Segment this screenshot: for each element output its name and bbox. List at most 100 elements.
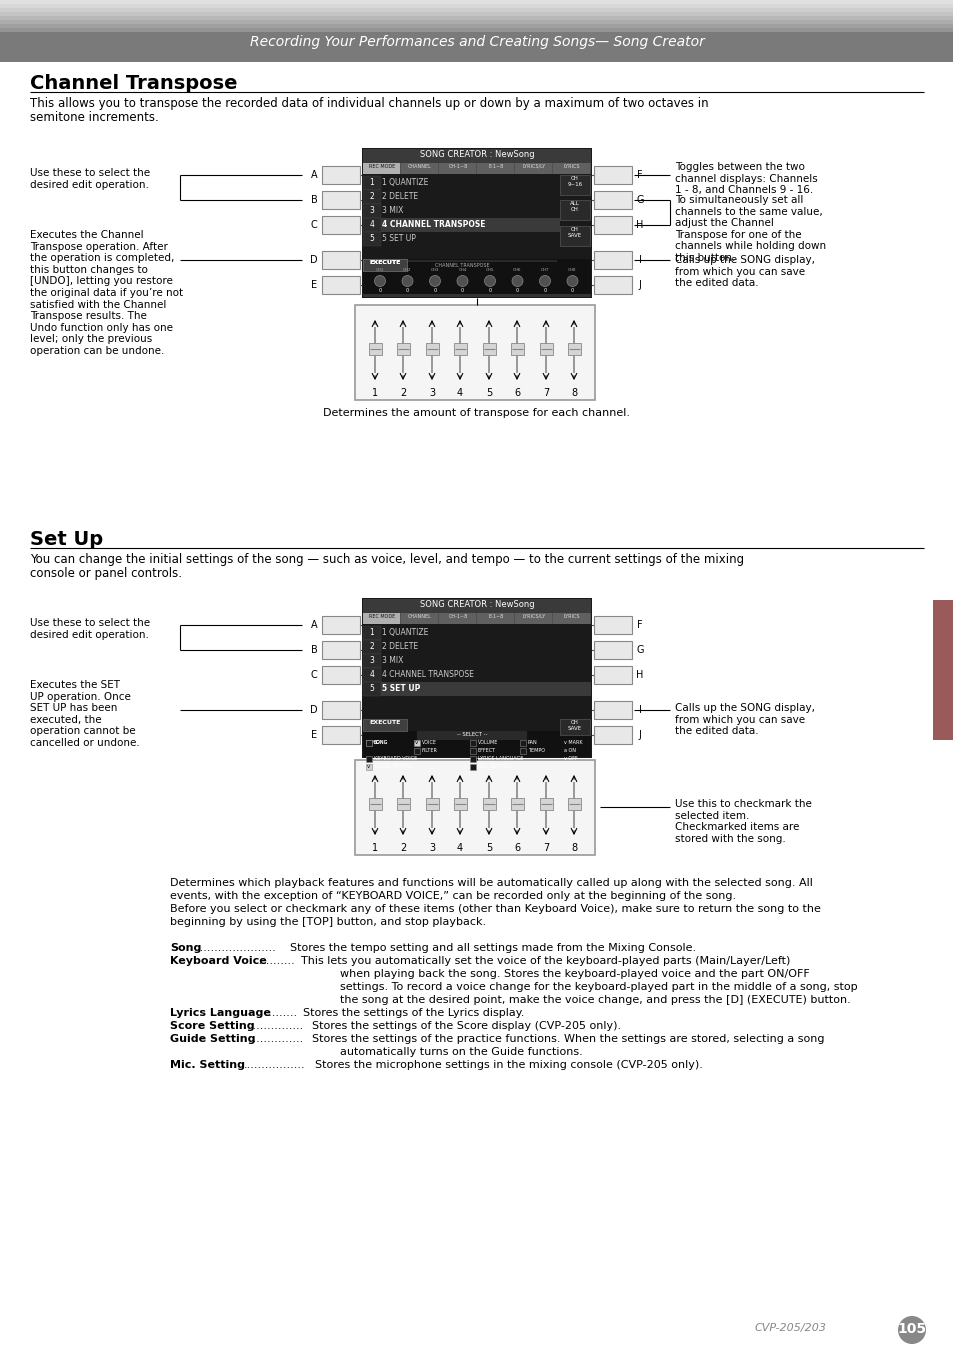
Text: CHANNEL: CHANNEL — [408, 163, 432, 169]
Text: console or panel controls.: console or panel controls. — [30, 567, 182, 580]
Bar — [519, 748, 525, 754]
Text: Stores the settings of the Score display (CVP-205 only).: Stores the settings of the Score display… — [312, 1021, 620, 1031]
Bar — [438, 613, 476, 624]
Text: D: D — [310, 705, 317, 715]
Text: EXECUTE: EXECUTE — [369, 259, 400, 265]
Text: Stores the tempo setting and all settings made from the Mixing Console.: Stores the tempo setting and all setting… — [290, 943, 695, 952]
Bar — [322, 640, 359, 659]
Text: v: v — [367, 765, 370, 770]
Text: 5: 5 — [369, 234, 374, 243]
Text: 2 DELETE: 2 DELETE — [381, 192, 417, 201]
Bar — [594, 701, 631, 719]
Bar — [363, 626, 380, 640]
Bar — [322, 216, 359, 234]
Text: 1: 1 — [369, 628, 374, 638]
Text: 8: 8 — [570, 388, 577, 399]
Text: 3: 3 — [369, 205, 374, 215]
Bar — [0, 12, 953, 16]
Text: LYRICS/LY: LYRICS/LY — [522, 163, 545, 169]
Text: Song: Song — [170, 943, 201, 952]
Bar — [322, 251, 359, 269]
Text: EFFECT: EFFECT — [477, 748, 496, 753]
Text: CHANNEL TRANSPOSE: CHANNEL TRANSPOSE — [435, 263, 489, 267]
Circle shape — [456, 276, 468, 286]
Bar — [366, 765, 372, 770]
Text: Lyrics Language: Lyrics Language — [170, 1008, 271, 1019]
Text: 3: 3 — [429, 388, 435, 399]
Bar — [0, 4, 953, 8]
Bar — [594, 190, 631, 209]
Bar — [414, 740, 419, 746]
Text: semitone increments.: semitone increments. — [30, 111, 158, 124]
Bar — [567, 798, 580, 811]
Text: B: B — [311, 195, 317, 205]
Text: G: G — [636, 644, 643, 655]
Bar — [0, 16, 953, 20]
Text: 3 MIX: 3 MIX — [381, 205, 403, 215]
Text: a ON: a ON — [563, 748, 576, 753]
Text: .........: ......... — [261, 1008, 296, 1019]
Text: LYRICS LANGUAGE: LYRICS LANGUAGE — [477, 757, 523, 761]
Text: G: G — [636, 195, 643, 205]
Bar — [363, 163, 590, 174]
Bar — [363, 259, 407, 272]
Text: CH
SAVE: CH SAVE — [567, 720, 581, 731]
Text: Channel Transpose: Channel Transpose — [30, 74, 237, 93]
Text: F: F — [637, 170, 642, 180]
Text: J: J — [638, 280, 640, 290]
Text: SONG CREATOR : NewSong: SONG CREATOR : NewSong — [419, 150, 534, 159]
Text: 0: 0 — [570, 288, 574, 293]
Text: LYRICS: LYRICS — [563, 613, 579, 619]
Bar — [396, 798, 410, 811]
Text: 0: 0 — [543, 288, 546, 293]
Text: 1: 1 — [372, 388, 377, 399]
Text: H: H — [636, 220, 643, 230]
Text: Calls up the SONG display,
from which you can save
the edited data.: Calls up the SONG display, from which yo… — [675, 255, 814, 288]
Text: Toggles between the two
channel displays: Channels
1 - 8, and Channels 9 - 16.: Toggles between the two channel displays… — [675, 162, 817, 195]
Circle shape — [484, 276, 495, 286]
Bar — [322, 666, 359, 684]
Text: E-1~8: E-1~8 — [488, 613, 503, 619]
Bar — [366, 757, 372, 762]
Circle shape — [539, 276, 550, 286]
Text: v: v — [415, 740, 417, 746]
Bar — [363, 613, 590, 624]
Text: J: J — [638, 730, 640, 740]
Text: CH8: CH8 — [568, 267, 577, 272]
Bar — [539, 343, 553, 355]
Text: 7: 7 — [542, 843, 549, 852]
Bar — [400, 163, 437, 174]
Text: 1: 1 — [369, 178, 374, 186]
Text: This lets you automatically set the voice of the keyboard-played parts (Main/Lay: This lets you automatically set the voic… — [301, 957, 790, 966]
Text: 105: 105 — [897, 1323, 925, 1336]
Text: 0: 0 — [406, 288, 409, 293]
Bar — [361, 149, 592, 299]
Bar — [470, 765, 476, 770]
Text: 2: 2 — [399, 843, 406, 852]
Text: 0: 0 — [433, 288, 436, 293]
Text: EXECUTE: EXECUTE — [369, 720, 400, 725]
Bar — [470, 740, 476, 746]
Bar — [363, 232, 380, 246]
Bar — [559, 176, 589, 195]
Bar — [567, 343, 580, 355]
Bar — [361, 598, 592, 758]
Bar — [363, 682, 380, 696]
Bar — [482, 343, 496, 355]
Text: CH
SAVE: CH SAVE — [567, 227, 581, 238]
Bar — [426, 798, 438, 811]
Bar — [363, 295, 590, 297]
Bar — [594, 640, 631, 659]
Text: This allows you to transpose the recorded data of individual channels up or down: This allows you to transpose the recorde… — [30, 97, 708, 109]
Text: 2: 2 — [399, 388, 406, 399]
Text: 2: 2 — [369, 192, 374, 201]
Bar — [594, 276, 631, 295]
Text: ALL
CH: ALL CH — [570, 201, 579, 212]
Bar — [363, 682, 590, 696]
Circle shape — [401, 276, 413, 286]
Text: 0: 0 — [488, 288, 491, 293]
Text: MIC. SETTING: MIC. SETTING — [477, 765, 511, 769]
Text: 4 CHANNEL TRANSPOSE: 4 CHANNEL TRANSPOSE — [381, 670, 474, 680]
Text: I: I — [638, 255, 640, 265]
Bar — [553, 613, 589, 624]
